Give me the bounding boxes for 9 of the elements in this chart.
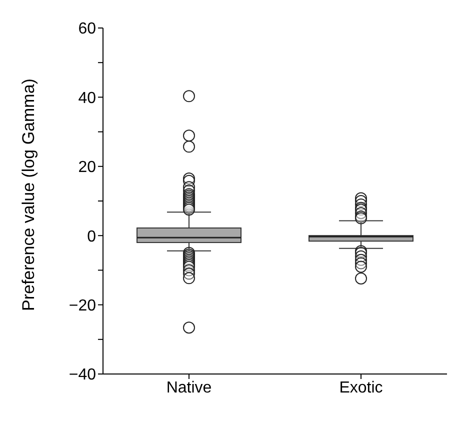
y-tick-label: 0 xyxy=(87,228,96,246)
y-tick-label: −40 xyxy=(68,366,96,384)
y-tick-label: 60 xyxy=(78,20,96,38)
y-axis-title: Preference value (log Gamma) xyxy=(19,78,38,311)
x-tick-label: Native xyxy=(166,379,212,396)
x-tick-label: Exotic xyxy=(339,379,383,396)
y-tick-label: −20 xyxy=(68,297,96,314)
y-tick-label: 20 xyxy=(78,159,96,176)
y-tick-label: 40 xyxy=(78,90,96,107)
